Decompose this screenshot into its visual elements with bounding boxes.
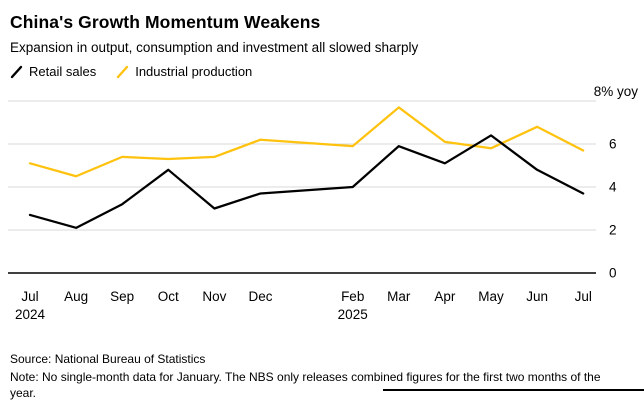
legend-item-industrial-production: Industrial production	[116, 64, 252, 79]
x-tick-label-0: Jul	[21, 289, 38, 304]
y-tick-label-0: 0	[609, 266, 617, 281]
x-tick-label-3: Oct	[158, 289, 179, 304]
bottom-divider	[383, 389, 644, 391]
chart-footer: Source: National Bureau of Statistics No…	[10, 351, 636, 401]
x-tick-label-7: Mar	[387, 289, 411, 304]
legend-item-retail-sales: Retail sales	[10, 64, 96, 79]
chart-title: China's Growth Momentum Weakens	[10, 12, 321, 32]
source-text: Source: National Bureau of Statistics	[10, 352, 206, 366]
x-tick-label-4: Nov	[202, 289, 226, 304]
note-text: Note: No single-month data for January. …	[10, 370, 601, 400]
legend-label-retail-sales: Retail sales	[29, 64, 97, 79]
legend: Retail sales Industrial production	[10, 64, 636, 79]
x-tick-label-5: Dec	[248, 289, 272, 304]
y-tick-label-2: 2	[609, 223, 617, 238]
legend-label-industrial-production: Industrial production	[135, 64, 253, 79]
industrial-production-line-icon	[117, 65, 129, 78]
x-tick-label-11: Jul	[575, 289, 592, 304]
x-tick-label-8: Apr	[434, 289, 456, 304]
x-year-label-2024: 2024	[15, 307, 46, 322]
x-tick-label-10: Jun	[526, 289, 548, 304]
x-tick-label-6: Feb	[341, 289, 364, 304]
industrial-production-line	[28, 106, 585, 178]
x-tick-label-9: May	[478, 289, 504, 304]
y-tick-label-6: 6	[609, 137, 617, 152]
legend-swatch-line	[117, 65, 129, 78]
x-tick-label-2: Sep	[110, 289, 134, 304]
y-axis-unit-label: 8% yoy	[594, 84, 639, 99]
x-tick-label-1: Aug	[64, 289, 88, 304]
line-chart: 0 2 4 6 8% yoy Jul Aug Sep Oct Nov Dec Feb Mar Apr May…	[8, 84, 639, 322]
retail-sales-line	[28, 134, 585, 229]
y-tick-label-4: 4	[609, 180, 617, 195]
x-year-label-2025: 2025	[338, 307, 368, 322]
retail-sales-line-icon	[10, 65, 23, 78]
legend-swatch-line	[10, 65, 23, 78]
chart-subtitle: Expansion in output, consumption and inv…	[10, 40, 419, 55]
